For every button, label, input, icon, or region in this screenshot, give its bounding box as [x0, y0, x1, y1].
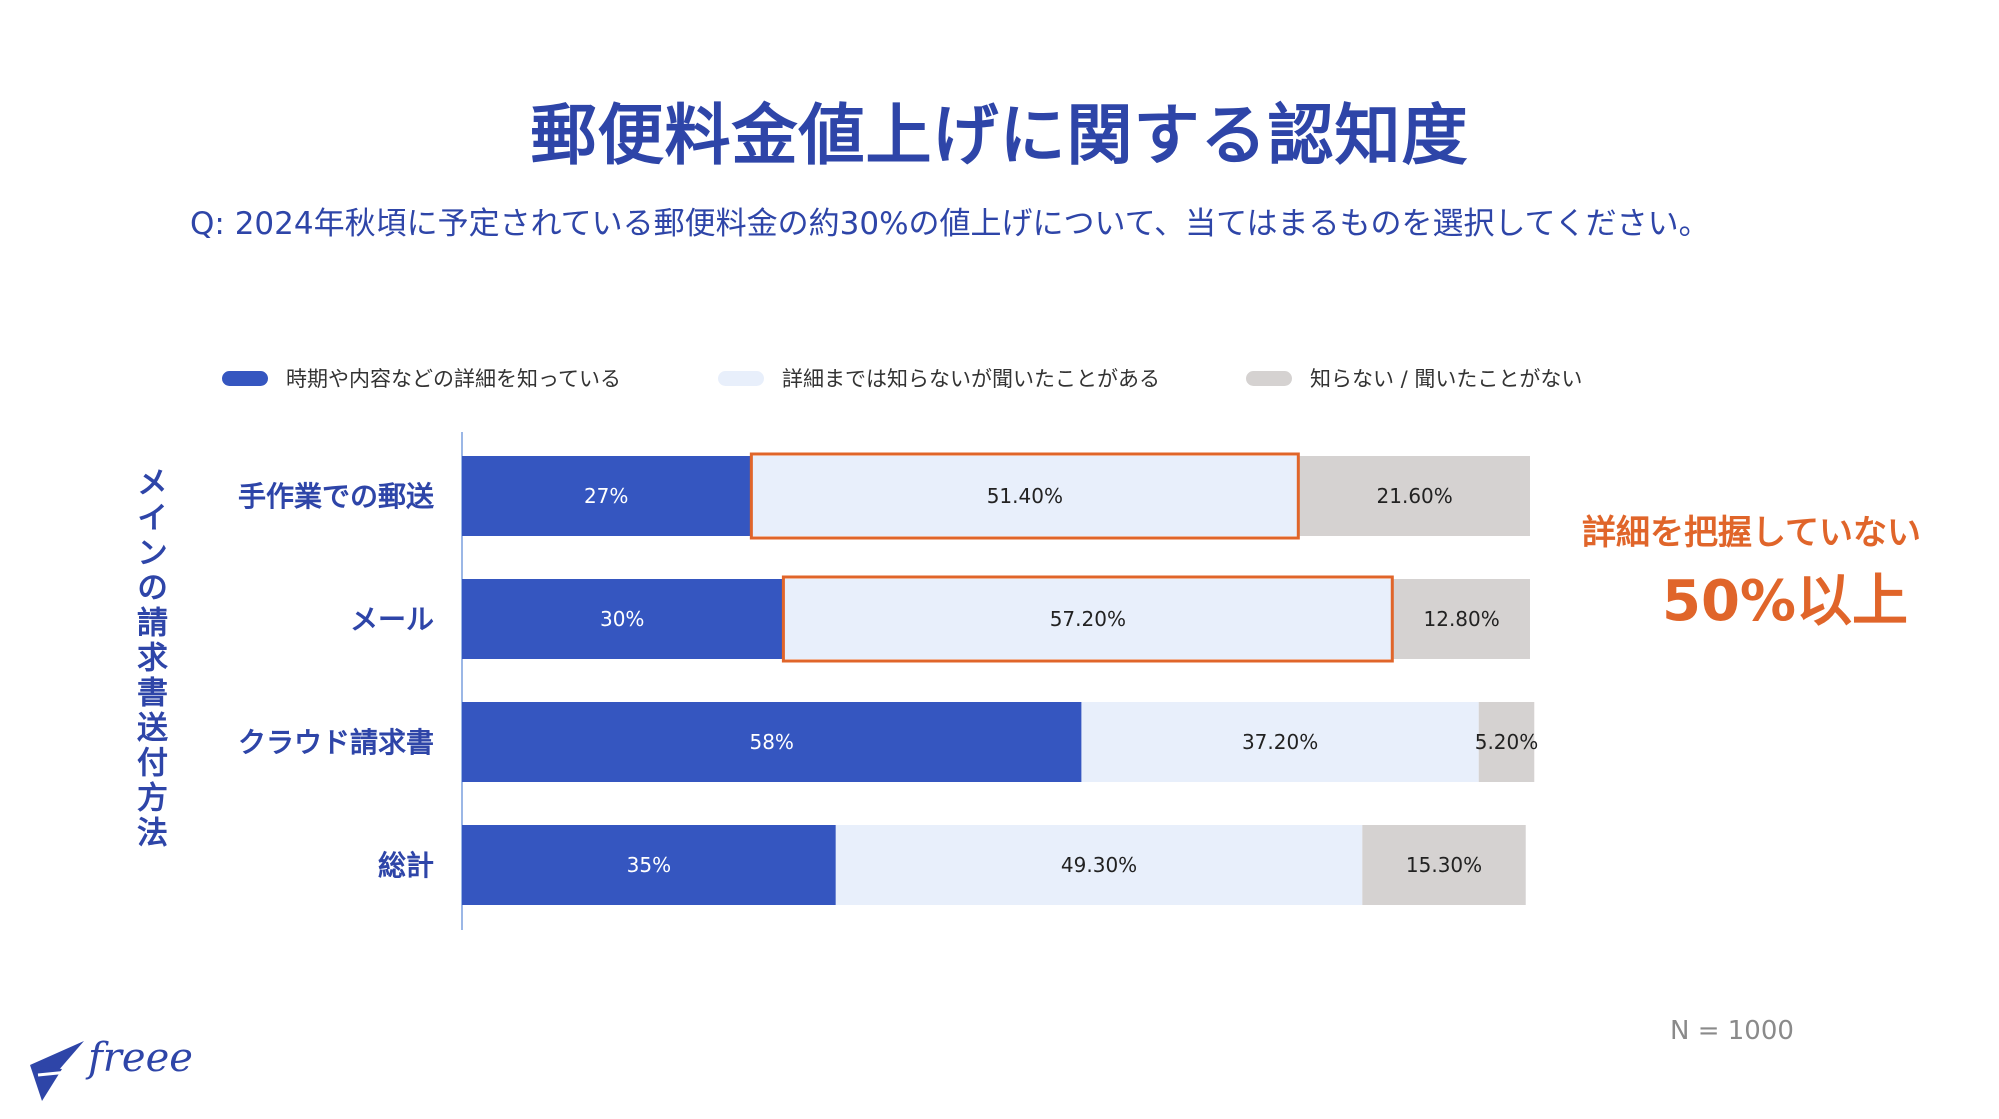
data-label: 49.30%: [1061, 853, 1137, 877]
data-label: 12.80%: [1424, 607, 1500, 631]
legend-label: 知らない / 聞いたことがない: [1310, 367, 1583, 391]
annotation-line1: 詳細を把握していない: [1582, 513, 1921, 553]
category-label: 総計: [378, 849, 434, 882]
bar-segment: [1362, 825, 1526, 905]
data-label: 58%: [749, 730, 793, 754]
legend-label: 詳細までは知らないが聞いたことがある: [782, 367, 1160, 391]
survey-question: Q: 2024年秋頃に予定されている郵便料金の約30%の値上げについて、当てはま…: [190, 206, 1710, 242]
bar-segment: [462, 702, 1082, 782]
legend-label: 時期や内容などの詳細を知っている: [286, 367, 621, 391]
data-label: 27%: [584, 484, 628, 508]
bar-segment: [462, 579, 783, 659]
data-label: 37.20%: [1242, 730, 1318, 754]
sample-size: N = 1000: [1670, 1016, 1794, 1046]
legend-swatch: [1246, 370, 1292, 386]
data-label: 35%: [627, 853, 671, 877]
logo-text: freee: [88, 1035, 193, 1081]
legend-item-heard: 詳細までは知らないが聞いたことがある: [718, 360, 1160, 396]
bar-segment: [1478, 702, 1535, 782]
legend-swatch: [718, 370, 764, 386]
bar-segment: [462, 825, 836, 905]
highlight-box: [749, 452, 1300, 540]
data-label: 5.20%: [1475, 730, 1539, 754]
legend-swatch: [222, 370, 268, 386]
category-label: 手作業での郵送: [238, 480, 434, 513]
data-label: 51.40%: [987, 484, 1063, 508]
bar-segment: [1081, 702, 1479, 782]
category-label: メール: [350, 603, 434, 636]
y-axis-title: メインの請求書送付方法: [131, 466, 167, 851]
bar-segment: [782, 579, 1394, 659]
bar-segment: [462, 456, 751, 536]
bar-segment: [1299, 456, 1530, 536]
bar-segment: [750, 456, 1300, 536]
data-label: 57.20%: [1050, 607, 1126, 631]
data-label: 15.30%: [1406, 853, 1482, 877]
data-label: 30%: [600, 607, 644, 631]
bar-segment: [835, 825, 1363, 905]
chart-title: 郵便料金値上げに関する認知度: [530, 97, 1469, 174]
annotation-line2: 50%以上: [1662, 569, 1909, 634]
freee-logo: freee: [28, 1035, 198, 1105]
bar-segment: [1393, 579, 1530, 659]
legend-item-unknown: 知らない / 聞いたことがない: [1246, 360, 1582, 396]
data-label: 21.60%: [1377, 484, 1453, 508]
bird-icon: [30, 1041, 84, 1101]
highlight-box: [781, 575, 1394, 663]
legend-item-known: 時期や内容などの詳細を知っている: [222, 360, 621, 396]
category-label: クラウド請求書: [238, 726, 434, 759]
